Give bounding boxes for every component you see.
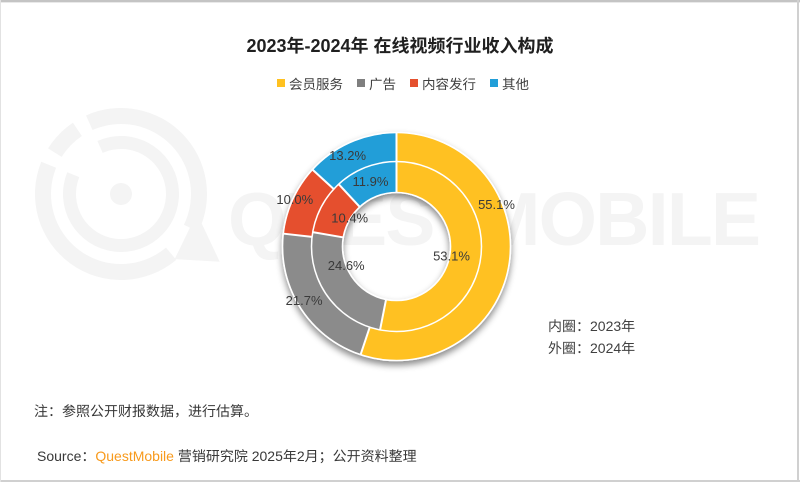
svg-text:24.6%: 24.6% bbox=[328, 258, 365, 273]
svg-text:10.4%: 10.4% bbox=[331, 211, 368, 226]
svg-text:21.7%: 21.7% bbox=[286, 293, 323, 308]
svg-text:10.0%: 10.0% bbox=[276, 192, 313, 207]
svg-text:11.9%: 11.9% bbox=[353, 174, 389, 189]
svg-text:55.1%: 55.1% bbox=[478, 197, 515, 212]
svg-text:53.1%: 53.1% bbox=[433, 248, 470, 263]
svg-text:13.2%: 13.2% bbox=[329, 148, 366, 163]
